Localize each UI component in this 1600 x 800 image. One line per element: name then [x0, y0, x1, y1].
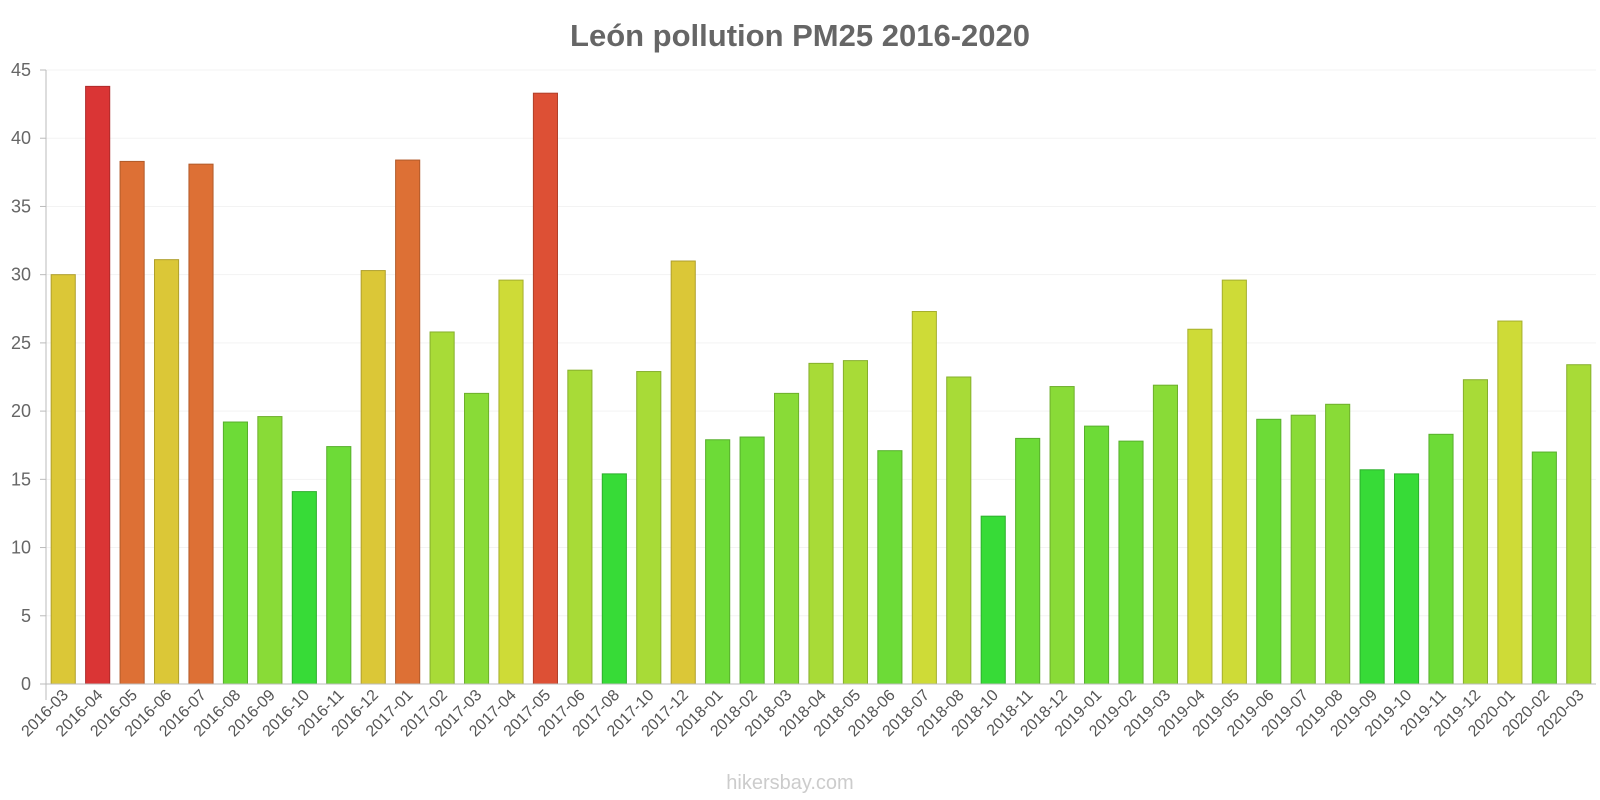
bar: [1394, 473, 1420, 685]
bar: [1497, 320, 1523, 685]
y-tick-label: 25: [11, 333, 31, 353]
y-tick-label: 30: [11, 265, 31, 285]
bar: [222, 421, 248, 685]
y-tick-label: 10: [11, 538, 31, 558]
bar: [601, 473, 627, 685]
bar: [705, 439, 731, 685]
chart-title: León pollution PM25 2016-2020: [570, 18, 1030, 53]
bar: [1187, 328, 1213, 685]
bar: [636, 371, 662, 685]
bar: [119, 160, 145, 685]
bar: [188, 163, 214, 685]
bar: [911, 311, 937, 685]
bar: [326, 446, 352, 685]
bar: [1049, 386, 1075, 685]
bar: [1531, 451, 1557, 685]
y-tick-label: 5: [21, 606, 31, 626]
bar: [464, 392, 490, 685]
bar: [50, 274, 76, 685]
bar: [257, 416, 283, 685]
bar: [532, 92, 559, 685]
bar: [1290, 414, 1316, 685]
bar: [1118, 440, 1144, 685]
bar: [842, 360, 869, 685]
bar: [980, 515, 1006, 685]
x-axis: 2016-032016-042016-052016-062016-072016-…: [19, 683, 1596, 740]
bar: [774, 392, 800, 685]
bar: [1221, 279, 1247, 685]
bar: [877, 450, 903, 685]
y-tick-label: 0: [21, 674, 31, 694]
y-axis: 0 5 10 15 20 25 30 35 40 45: [11, 60, 47, 700]
bars: [50, 85, 1592, 685]
y-tick-label: 20: [11, 401, 31, 421]
bar: [498, 279, 524, 685]
bar: [946, 376, 972, 685]
bar: [291, 491, 317, 685]
bar: [1428, 433, 1454, 685]
bar: [1359, 469, 1385, 685]
bar: [1256, 418, 1282, 685]
bar: [1325, 403, 1351, 685]
bar: [808, 362, 834, 685]
y-tick-label: 45: [11, 60, 31, 80]
bar: [360, 270, 386, 685]
y-tick-label: 15: [11, 469, 31, 489]
bar: [154, 259, 180, 685]
bar: [1084, 425, 1110, 685]
watermark: hikersbay.com: [726, 772, 853, 794]
bar: [1462, 379, 1489, 685]
bar: [429, 331, 455, 685]
bar: [1015, 437, 1041, 685]
y-tick-label: 40: [11, 128, 31, 148]
bar: [1152, 384, 1179, 685]
bar: [1566, 364, 1592, 685]
y-tick-label: 35: [11, 196, 31, 216]
bar: [85, 85, 111, 685]
bar: [670, 260, 696, 685]
bar: [567, 369, 593, 685]
bar: [395, 159, 421, 685]
bar: [739, 436, 765, 685]
